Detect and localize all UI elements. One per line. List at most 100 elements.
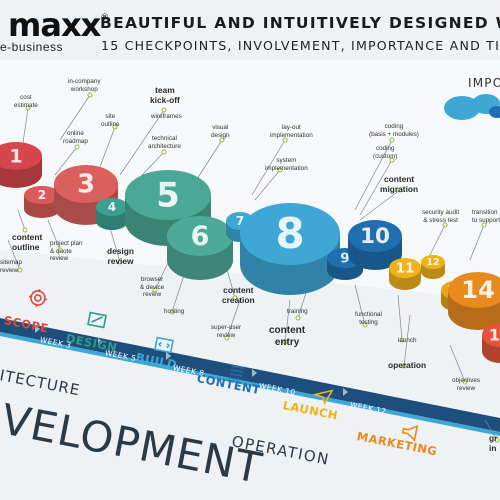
label-technical-architecture: technical architecture [148, 135, 181, 150]
checkpoint-number: 8 [275, 209, 304, 258]
cylinder-top [421, 255, 445, 269]
leader-line [59, 94, 91, 141]
cylinder-top [482, 323, 500, 347]
leader-dot [277, 167, 283, 173]
document-lines-icon [229, 365, 244, 381]
checkpoint-15: 15 [482, 323, 500, 363]
leader-dot [232, 295, 238, 301]
page-title: BEAUTIFUL AND INTUITIVELY DESIGNED WEB [100, 14, 500, 32]
checkpoint-number: 15 [489, 325, 500, 344]
checkpoint-number: 5 [156, 175, 179, 214]
label-layout-implementation: lay-out implementation [270, 124, 313, 139]
cylinder-top [96, 198, 128, 216]
importance-bubble-large [444, 96, 480, 120]
leader-line [109, 227, 121, 263]
leader-dot [282, 137, 288, 143]
leader-line [354, 284, 366, 326]
checkpoint-number: 4 [108, 200, 116, 214]
label-coding-custom: coding (custom) [373, 145, 398, 160]
week-notch [166, 352, 171, 360]
label-team-kickoff: team kick-off [150, 85, 180, 105]
cylinder-top [54, 165, 118, 203]
importance-bubble-small [489, 106, 500, 118]
checkpoint-number: 6 [191, 221, 210, 252]
leader-line [254, 169, 281, 201]
leader-dot [25, 105, 31, 111]
leader-dot [161, 149, 167, 155]
cylinder-top [348, 220, 402, 252]
leader-dot [282, 339, 288, 345]
label-transition-support: transition to support [472, 209, 500, 224]
label-security-audit: security audit & stress test [422, 209, 460, 224]
leader-line [403, 314, 411, 367]
week-notch [252, 369, 257, 377]
cylinder-top [240, 203, 340, 265]
brand-tagline: e-business [0, 40, 64, 54]
label-design-review: design review [107, 246, 134, 266]
checkpoint-2: 2 [24, 186, 60, 218]
paper-plane-icon [312, 389, 334, 406]
label-gr-in: gr in [489, 433, 498, 453]
leader-dot [161, 107, 167, 113]
label-visual-design: visual design [211, 124, 230, 139]
leader-line [449, 344, 466, 383]
checkpoint-4: 4 [96, 198, 128, 230]
leader-line [47, 219, 61, 251]
checkpoint-10: 10 [348, 220, 402, 270]
leader-dot [295, 315, 301, 321]
label-hosting: hosting [164, 308, 185, 315]
leader-dot [494, 437, 500, 443]
target-icon [29, 289, 47, 307]
leader-line [284, 299, 291, 343]
label-system-implementation: system implementation [265, 157, 308, 172]
leader-line [469, 224, 485, 261]
leader-dot [87, 92, 93, 98]
leader-dot [74, 144, 80, 150]
page-subtitle: 15 CHECKPOINTS, INVOLVEMENT, IMPORTANCE … [101, 38, 500, 53]
leader-line [359, 159, 393, 216]
label-super-user-review: super-user review [211, 324, 242, 339]
leader-dot [169, 309, 175, 315]
leader-dot [399, 337, 405, 343]
checkpoint-number: 9 [340, 251, 349, 267]
timeline-ribbon-highlight [0, 332, 500, 436]
checkpoint-number: 7 [236, 214, 244, 228]
week-notch [343, 388, 348, 396]
leader-dot [117, 259, 123, 265]
leader-dot [481, 222, 487, 228]
leader-dot [57, 247, 63, 253]
checkpoint-number: 2 [38, 188, 46, 202]
checkpoint-8: 8 [240, 203, 340, 295]
checkpoint-number: 10 [360, 224, 390, 249]
checkpoint-number: 14 [461, 275, 495, 304]
cylinder-top [389, 258, 421, 278]
label-content-entry: content entry [269, 325, 306, 348]
label-operation: operation [388, 360, 427, 370]
leader-dot [462, 379, 468, 385]
label-objectives-review: objectives review [452, 377, 481, 392]
leader-dot [389, 157, 395, 163]
label-training: training [287, 308, 308, 315]
label-coding-basis: coding (basis + modules) [369, 123, 419, 138]
megaphone-icon [401, 425, 419, 442]
leader-dot [219, 137, 225, 143]
importance-legend-label: IMPORT [468, 76, 500, 90]
registered-mark: ® [100, 13, 109, 24]
leader-dot [442, 222, 448, 228]
leader-dot [152, 287, 158, 293]
leader-line [17, 209, 26, 231]
checkpoint-number: 11 [396, 261, 415, 277]
label-cost-estimate: cost estimate [14, 94, 38, 109]
label-content-outline: content outline [12, 232, 43, 252]
leader-dot [22, 227, 28, 233]
label-content-creation: content creation [222, 285, 255, 305]
checkpoint-12: 12 [421, 255, 445, 279]
leader-line [429, 224, 446, 256]
week-notch [98, 338, 103, 346]
label-launch: launch [398, 337, 417, 344]
leader-dot [401, 363, 407, 369]
leader-dot [397, 187, 403, 193]
label-functional-testing: functional testing [355, 311, 382, 326]
leader-line [54, 146, 78, 176]
